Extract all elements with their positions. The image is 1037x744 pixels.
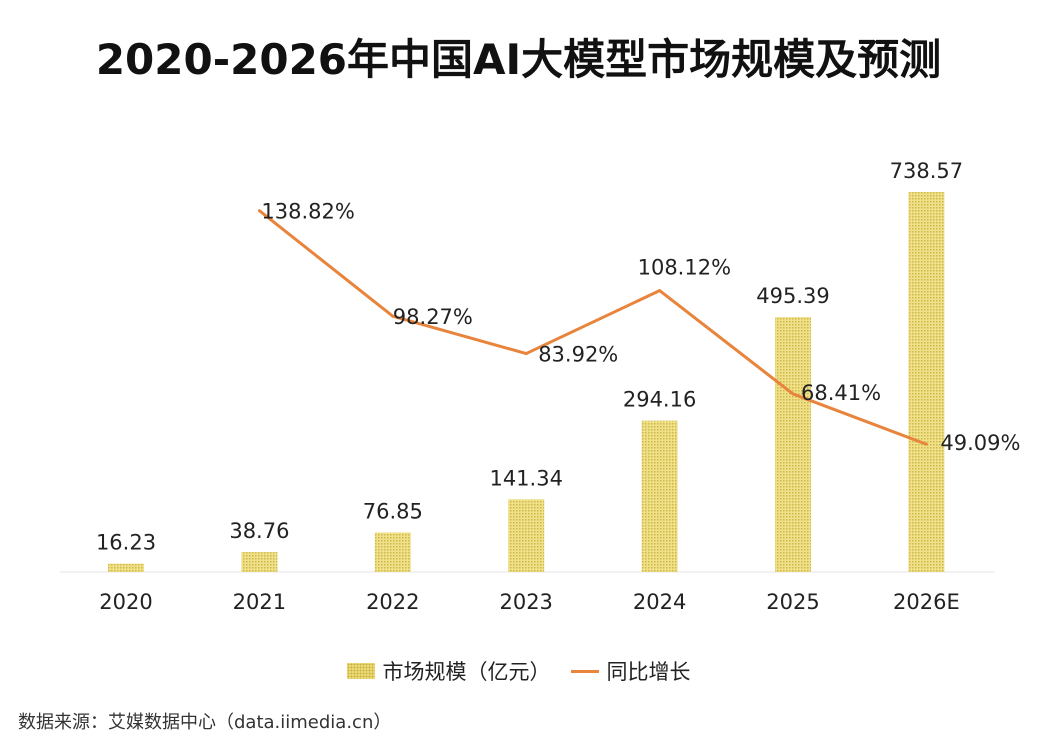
line-point (391, 314, 395, 318)
legend-item-market-size: 市场规模（亿元） (346, 656, 551, 686)
x-tick-label: 2021 (233, 590, 286, 614)
line-data-label: 98.27% (393, 305, 473, 329)
bar (108, 563, 144, 572)
line-point (791, 392, 795, 396)
legend-swatch-line (570, 669, 599, 673)
line-point (924, 442, 928, 446)
line-data-label: 108.12% (638, 256, 731, 280)
legend: 市场规模（亿元） 同比增长 (0, 656, 1037, 686)
line-point (658, 289, 662, 293)
bar (374, 532, 411, 572)
bar (641, 420, 678, 572)
bar-data-label: 495.39 (756, 284, 829, 308)
line-point (257, 209, 261, 213)
x-tick-label: 2025 (766, 590, 819, 614)
chart: 16.23 2020 38.76 2021 76.85 2022 141.34 2023 294… (60, 159, 1020, 614)
line-point (524, 352, 528, 356)
bar-data-label: 38.76 (229, 519, 289, 543)
chart-title: 2020-2026年中国AI大模型市场规模及预测 (95, 35, 942, 84)
line-data-label: 68.41% (801, 381, 881, 405)
bar-data-label: 76.85 (363, 499, 423, 523)
bar-data-label: 294.16 (623, 388, 696, 412)
line-data-label: 138.82% (261, 200, 354, 224)
legend-label: 同比增长 (606, 660, 691, 684)
legend-label: 市场规模（亿元） (382, 660, 551, 684)
bar-data-label: 738.57 (890, 159, 963, 183)
bar (508, 499, 545, 572)
bar (241, 552, 278, 572)
x-tick-label: 2026E (893, 590, 960, 614)
bar (908, 192, 945, 572)
bar-data-label: 141.34 (489, 466, 562, 490)
bar (775, 317, 811, 572)
legend-item-growth: 同比增长 (570, 656, 691, 686)
x-tick-label: 2024 (633, 590, 686, 614)
bar-data-label: 16.23 (96, 531, 156, 555)
source-note: 数据来源：艾媒数据中心（data.iimedia.cn） (18, 712, 392, 733)
x-tick-label: 2023 (499, 590, 552, 614)
line-data-label: 49.09% (940, 431, 1020, 455)
line-data-label: 83.92% (538, 343, 618, 367)
x-tick-label: 2022 (366, 590, 419, 614)
x-tick-label: 2020 (99, 590, 152, 614)
growth-line (258, 209, 927, 446)
legend-swatch-bar (346, 663, 375, 679)
